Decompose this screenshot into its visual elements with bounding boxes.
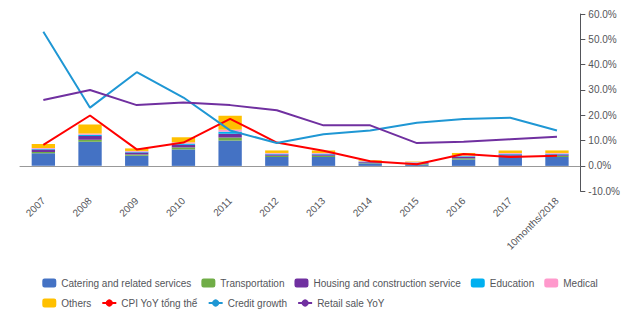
svg-text:10months/2018: 10months/2018 (504, 195, 561, 252)
svg-text:Others: Others (61, 298, 91, 309)
svg-text:2007: 2007 (24, 195, 48, 219)
svg-text:2008: 2008 (70, 195, 94, 219)
svg-text:-10.0%: -10.0% (588, 186, 620, 197)
svg-text:60.0%: 60.0% (588, 9, 616, 20)
svg-text:Credit growth: Credit growth (228, 298, 287, 309)
svg-text:Medical: Medical (563, 278, 597, 289)
svg-text:2017: 2017 (491, 195, 515, 219)
svg-text:2009: 2009 (117, 195, 141, 219)
svg-text:0.0%: 0.0% (588, 160, 611, 171)
svg-text:30.0%: 30.0% (588, 84, 616, 95)
svg-text:2011: 2011 (211, 195, 234, 218)
svg-text:2012: 2012 (257, 195, 281, 219)
svg-text:20.0%: 20.0% (588, 110, 616, 121)
svg-text:Transportation: Transportation (220, 278, 284, 289)
svg-text:2013: 2013 (304, 195, 328, 219)
svg-text:10.0%: 10.0% (588, 135, 616, 146)
svg-text:Catering and related services: Catering and related services (61, 278, 191, 289)
svg-text:2016: 2016 (444, 195, 468, 219)
svg-text:Retail sale YoY: Retail sale YoY (317, 298, 385, 309)
svg-text:Housing and construction servi: Housing and construction service (313, 278, 461, 289)
svg-text:2015: 2015 (397, 195, 421, 219)
svg-text:2014: 2014 (351, 195, 375, 219)
svg-text:50.0%: 50.0% (588, 34, 616, 45)
svg-text:CPI YoY tổng thể: CPI YoY tổng thể (121, 298, 197, 309)
svg-text:2010: 2010 (164, 195, 188, 219)
svg-text:Education: Education (490, 278, 534, 289)
svg-text:40.0%: 40.0% (588, 59, 616, 70)
